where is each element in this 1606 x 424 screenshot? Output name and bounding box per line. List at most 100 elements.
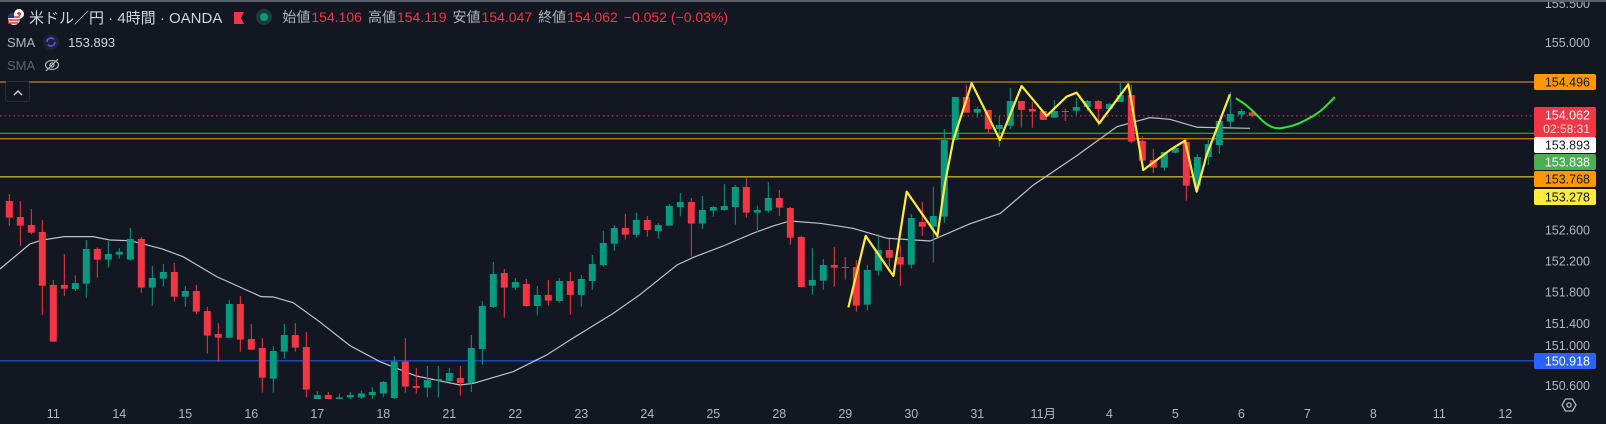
price-label-box [1534,74,1596,90]
price-label-text: 150.918 [1545,355,1590,369]
candle [918,201,926,236]
candle [929,186,937,263]
time-axis-bg[interactable] [0,399,1606,424]
candle [533,285,541,316]
candle-body [225,303,233,338]
candle [577,274,585,307]
candle-body [456,377,464,383]
candle-body [687,201,695,224]
high-value: 154.119 [396,9,447,25]
candle [82,239,90,298]
candle-body [896,256,904,265]
low-value: 154.047 [481,9,533,25]
time-tick-label: 15 [178,407,192,421]
red-flag-icon[interactable] [234,11,245,24]
candle-body [1182,142,1190,186]
price-label-text: 153.893 [1545,139,1590,153]
candle-body [357,393,365,398]
top-border [0,0,1606,2]
candle-body [1138,140,1146,161]
candle-body [1039,110,1047,120]
price-axis: 155.500 155.000 152.600 152.200 151.800 151.4… [1545,0,1590,393]
sma-indicator-1[interactable]: SMA 153.893 [7,32,115,52]
price-label-box [1534,154,1596,170]
candle [731,184,739,225]
candle-body [236,303,244,340]
candle-body [676,201,684,208]
candle [819,259,827,290]
candle [995,115,1003,147]
price-label-text: 153.278 [1545,191,1590,205]
flag-us-jp-icon [7,8,25,26]
candle-body [434,378,442,381]
candle [753,205,761,233]
price-label-text: 154.062 [1545,109,1590,123]
candle [973,106,981,118]
candle-body [1050,110,1058,118]
candle-body [786,207,794,238]
candle [390,355,398,399]
candle [148,265,156,306]
candle [423,365,431,398]
price-label-box [1534,353,1596,369]
price-tick-label: 151.800 [1545,286,1590,300]
price-tick-label: 151.400 [1545,317,1590,331]
candle [5,194,13,226]
candle [1226,91,1234,128]
candle [368,387,376,399]
time-tick-label: 21 [442,407,456,421]
candle-body [951,96,959,140]
candle-body [192,290,200,312]
candle [1061,108,1069,121]
candle-body [555,280,563,301]
candle [247,323,255,350]
candle-body [533,294,541,307]
candle [489,261,497,308]
candle [401,337,409,393]
candle [258,337,266,393]
price-label-box [1534,107,1596,137]
price-label-153.893: 153.893 [1534,137,1596,153]
candle [126,227,134,261]
candle [93,247,101,278]
candle-body [137,238,145,288]
candle [38,219,46,315]
candle [1237,108,1245,120]
candle [1127,84,1135,144]
candle-body [302,347,310,390]
candle-body [346,395,354,398]
price-tick-label: 150.600 [1545,379,1590,393]
collapse-legend-button[interactable] [5,81,30,102]
candle-body [764,197,772,211]
candle-body [214,333,222,338]
candle-body [819,265,827,281]
candle-body [60,284,68,289]
candle [709,206,717,217]
market-open-dot-icon[interactable] [256,9,273,25]
candle-body [544,294,552,301]
candle [16,201,24,246]
candle-body [5,201,13,218]
time-tick-label: 22 [508,407,522,421]
candle [720,184,728,211]
sma-indicator-2[interactable]: SMA [7,55,60,75]
candle-body [852,266,860,306]
eye-off-icon[interactable] [44,58,60,72]
candle [434,365,442,398]
candle [379,381,387,398]
open-value: 154.106 [311,9,362,25]
candle-body [335,397,343,399]
countdown-text: 02:58:31 [1543,122,1590,136]
settings-icon[interactable] [1561,398,1577,412]
candle-body [720,206,728,210]
candle-body [511,282,519,288]
candle [170,262,178,302]
candle-body [247,338,255,350]
price-tick-label: 152.200 [1545,254,1590,268]
candle-body [632,219,640,235]
time-tick-label: 25 [706,407,720,421]
symbol-title[interactable]: 米ドル／円 · 4時間 · OANDA [29,9,223,27]
candle-body [280,335,288,352]
